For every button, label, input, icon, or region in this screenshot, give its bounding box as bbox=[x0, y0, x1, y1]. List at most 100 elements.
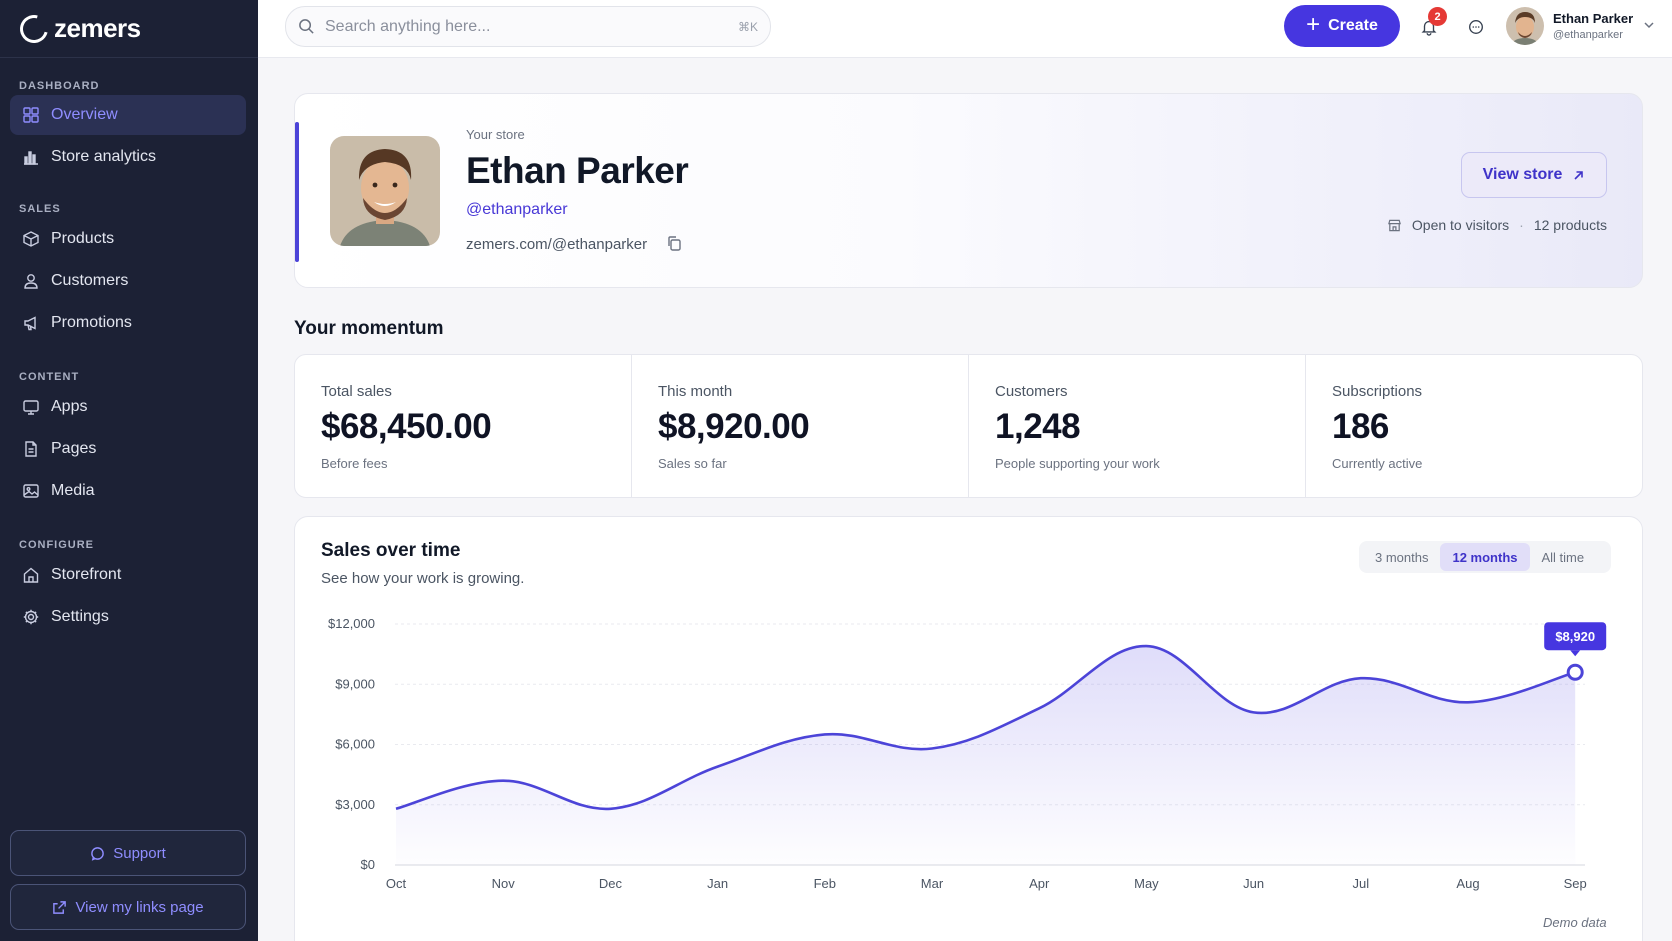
sidebar-item-settings[interactable]: Settings bbox=[10, 597, 246, 637]
view-store-label: View store bbox=[1482, 166, 1563, 183]
support-button[interactable]: Support bbox=[10, 830, 246, 876]
stat-value: $8,920.00 bbox=[658, 407, 810, 446]
sidebar-item-store-analytics[interactable]: Store analytics bbox=[10, 137, 246, 177]
bar-chart-icon bbox=[22, 148, 40, 166]
data-point-feb bbox=[823, 732, 827, 736]
highlight-point bbox=[1566, 663, 1584, 681]
range-all-time[interactable]: All time bbox=[1541, 549, 1585, 565]
x-tick-label: Oct bbox=[386, 876, 407, 891]
brand[interactable]: zemers bbox=[0, 0, 258, 58]
stat-label: Customers bbox=[995, 383, 1068, 400]
data-point-apr bbox=[1037, 706, 1041, 710]
x-tick-label: Apr bbox=[1029, 876, 1050, 891]
sidebar-item-media[interactable]: Media bbox=[10, 471, 246, 511]
store-handle-link[interactable]: @ethanparker bbox=[466, 201, 568, 218]
sidebar-item-label: Apps bbox=[51, 398, 88, 415]
demo-data-note: Demo data bbox=[1543, 915, 1607, 930]
sidebar-item-promotions[interactable]: Promotions bbox=[10, 303, 246, 343]
range-12-months[interactable]: 12 months bbox=[1440, 543, 1530, 571]
stats-row: Total sales $68,450.00 Before fees This … bbox=[294, 354, 1643, 498]
store-accent-bar bbox=[295, 122, 299, 262]
data-point-jan bbox=[716, 765, 720, 769]
y-tick-label: $3,000 bbox=[335, 797, 375, 812]
view-links-page-label: View my links page bbox=[75, 898, 204, 916]
store-product-count: 12 products bbox=[1533, 217, 1607, 233]
view-store-button[interactable]: View store bbox=[1461, 152, 1607, 198]
range-3-months[interactable]: 3 months bbox=[1375, 549, 1429, 565]
nav-section-title: CONFIGURE bbox=[19, 539, 94, 551]
sidebar-item-storefront[interactable]: Storefront bbox=[10, 555, 246, 595]
grid-icon bbox=[22, 106, 40, 124]
tooltip-box bbox=[1544, 622, 1607, 651]
sidebar-item-apps[interactable]: Apps bbox=[10, 387, 246, 427]
store-avatar bbox=[330, 136, 440, 246]
x-tick-label: May bbox=[1134, 876, 1159, 891]
sidebar-item-label: Settings bbox=[51, 608, 109, 625]
external-link-icon bbox=[53, 900, 67, 914]
stat-sub: Currently active bbox=[1332, 456, 1423, 471]
create-button[interactable]: + Create bbox=[1284, 5, 1400, 47]
plus-icon: + bbox=[1306, 10, 1321, 38]
stat-customers: Customers 1,248 People supporting your w… bbox=[969, 355, 1306, 497]
sidebar-item-products[interactable]: Products bbox=[10, 219, 246, 259]
user-icon bbox=[22, 272, 40, 290]
y-tick-label: $0 bbox=[361, 857, 375, 872]
stat-sub: Before fees bbox=[321, 456, 388, 471]
topbar: ⌘K + Create 2 Ethan Parker @ethanparker bbox=[258, 0, 1672, 58]
messages-button[interactable] bbox=[1465, 16, 1487, 38]
data-point-jun bbox=[1252, 710, 1256, 714]
message-icon bbox=[1469, 20, 1483, 34]
stat-sub: Sales so far bbox=[658, 456, 727, 471]
stat-value: 1,248 bbox=[995, 407, 1081, 446]
y-tick-label: $12,000 bbox=[328, 616, 375, 631]
sales-area bbox=[396, 646, 1576, 865]
chart-subtitle: See how your work is growing. bbox=[321, 570, 525, 587]
data-point-dec bbox=[608, 807, 612, 811]
sales-line bbox=[395, 644, 1576, 811]
data-point-oct bbox=[394, 807, 398, 811]
view-links-page-button[interactable]: View my links page bbox=[10, 884, 246, 930]
store-meta: Open to visitors · 12 products bbox=[1387, 217, 1607, 233]
store-status: Open to visitors bbox=[1411, 217, 1510, 233]
copy-icon[interactable] bbox=[666, 235, 683, 252]
sidebar: zemers DASHBOARD Overview Store analytics S… bbox=[0, 0, 258, 941]
nav-section-title: DASHBOARD bbox=[19, 80, 100, 92]
search-icon bbox=[299, 19, 314, 34]
search-input[interactable] bbox=[325, 17, 738, 36]
store-label: Your store bbox=[466, 127, 525, 142]
monitor-icon bbox=[22, 398, 40, 416]
image-icon bbox=[22, 482, 40, 500]
sidebar-item-customers[interactable]: Customers bbox=[10, 261, 246, 301]
home-icon bbox=[22, 566, 40, 584]
brand-name: zemers bbox=[54, 13, 141, 43]
support-label: Support bbox=[113, 844, 166, 862]
range-toggle: 3 months 12 months All time bbox=[1359, 541, 1611, 573]
x-tick-label: Jul bbox=[1352, 876, 1369, 891]
arrow-up-right-icon bbox=[1574, 170, 1584, 180]
chevron-down-icon[interactable] bbox=[1642, 18, 1656, 32]
search-box[interactable]: ⌘K bbox=[285, 6, 771, 47]
sidebar-item-overview[interactable]: Overview bbox=[10, 95, 246, 135]
x-tick-label: Jan bbox=[707, 876, 728, 891]
sidebar-item-pages[interactable]: Pages bbox=[10, 429, 246, 469]
sidebar-item-label: Overview bbox=[51, 106, 118, 123]
stat-value: 186 bbox=[1332, 407, 1389, 446]
user-avatar[interactable] bbox=[1506, 7, 1544, 45]
tooltip-arrow bbox=[1570, 650, 1581, 657]
data-point-may bbox=[1144, 644, 1148, 648]
y-tick-label: $6,000 bbox=[335, 737, 375, 752]
sales-chart: $0 $3,000 $6,000 $9,000 $12,000 Oct Nov Dec Jan F… bbox=[328, 616, 1607, 891]
sidebar-item-label: Customers bbox=[51, 272, 129, 289]
x-tick-label: Aug bbox=[1456, 876, 1479, 891]
data-point-aug bbox=[1466, 700, 1470, 704]
y-tick-label: $9,000 bbox=[335, 676, 375, 691]
store-name: Ethan Parker bbox=[466, 150, 689, 191]
x-tick-label: Feb bbox=[814, 876, 836, 891]
sidebar-item-label: Promotions bbox=[51, 314, 132, 331]
notification-badge: 2 bbox=[1428, 7, 1447, 26]
nav-section-title: CONTENT bbox=[19, 371, 80, 383]
sidebar-item-label: Media bbox=[51, 482, 95, 499]
chart-title: Sales over time bbox=[321, 540, 461, 561]
sales-chart-card: Sales over time See how your work is gro… bbox=[294, 516, 1643, 941]
x-tick-label: Jun bbox=[1243, 876, 1264, 891]
